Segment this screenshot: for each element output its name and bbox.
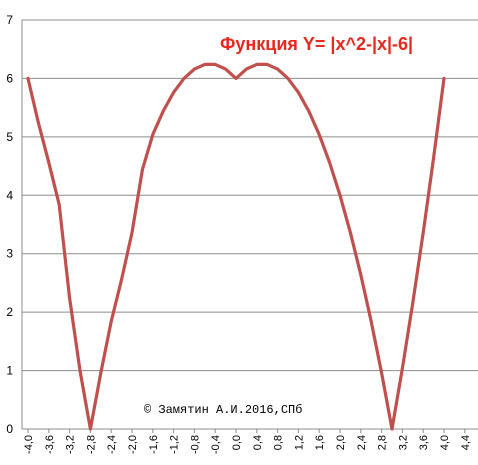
x-tick-label: 2,4 (356, 435, 368, 450)
data-point (109, 320, 113, 323)
x-tick-label: -2,4 (106, 435, 118, 454)
data-point (297, 91, 300, 94)
x-tick-label: 0,4 (252, 435, 264, 450)
data-point (328, 161, 331, 164)
data-point (99, 371, 103, 375)
x-tick-label: 3,2 (397, 435, 409, 450)
y-tick-labels: 0 1 2 3 4 5 6 7 (6, 13, 13, 436)
y-tick-label: 2 (6, 305, 13, 319)
x-tick-label: 3,6 (418, 435, 430, 450)
data-point (130, 231, 134, 235)
data-point (380, 371, 383, 375)
data-point (390, 427, 394, 431)
data-point (89, 427, 92, 431)
y-tick-label: 0 (6, 422, 13, 436)
x-tick-label: 4,0 (439, 435, 451, 450)
y-tick-label: 3 (6, 247, 13, 261)
data-point (182, 77, 186, 80)
x-tick-label: 0,8 (273, 435, 285, 450)
data-point (432, 156, 435, 160)
data-point (151, 133, 155, 136)
y-tick-label: 5 (6, 130, 13, 144)
chart-title: Функция Y= |x^2-|x|-6| (220, 34, 413, 54)
x-tick-labels: -4,0 -3,6 -3,2 -2,8 -2,4 -2,0 -1,6 -1,2 -0,8 -0,4… (23, 435, 472, 454)
x-tick-label: -2,8 (85, 435, 97, 454)
copyright-annotation: © Замятин А.И.2016,СПб (144, 403, 302, 417)
x-tick-label: -4,0 (23, 435, 35, 454)
x-tick-label: -0,8 (189, 435, 201, 454)
data-point (193, 67, 196, 71)
data-point (213, 63, 217, 66)
gridlines (22, 19, 478, 372)
x-tick-label: -0,4 (210, 435, 222, 454)
data-point (141, 168, 144, 171)
data-point (317, 133, 321, 136)
data-point (421, 231, 425, 235)
data-point (203, 63, 207, 66)
data-point (276, 67, 279, 71)
x-tick-label: 2,8 (377, 435, 389, 450)
data-point (349, 231, 352, 235)
data-point (37, 121, 40, 125)
data-point (161, 109, 165, 113)
x-tick-label: -2,0 (127, 435, 139, 454)
series-line (26, 62, 446, 431)
data-point (359, 273, 363, 277)
y-tick-label: 1 (6, 364, 13, 378)
data-point (442, 77, 446, 80)
data-point (57, 203, 61, 207)
y-tick-label: 6 (6, 71, 13, 85)
data-point (245, 67, 248, 71)
series-group (26, 62, 446, 431)
data-point (234, 77, 238, 80)
data-point (255, 63, 259, 66)
y-tick-label: 4 (6, 188, 13, 202)
data-point (286, 77, 290, 80)
data-point (26, 77, 30, 80)
x-tick-label: -1,2 (169, 435, 181, 454)
y-tick-label: 7 (6, 13, 13, 27)
x-tick-label: 1,2 (293, 435, 305, 450)
x-tick-label: -3,6 (44, 435, 56, 454)
data-point (172, 91, 176, 94)
data-point (265, 63, 269, 66)
data-point (338, 193, 342, 197)
data-point (307, 109, 311, 113)
data-point (68, 296, 71, 300)
x-tick-label: 1,6 (314, 435, 326, 450)
x-tick-label: 0,0 (231, 435, 243, 450)
x-tick-label: -1,6 (148, 435, 160, 454)
data-point (224, 67, 228, 71)
data-point (47, 161, 51, 164)
x-tick-label: 2,0 (335, 435, 347, 450)
data-point (411, 301, 415, 305)
data-point (369, 320, 373, 323)
x-tick-label: 4,4 (460, 435, 472, 450)
data-point (78, 369, 82, 372)
data-point (401, 366, 404, 370)
data-point (120, 278, 123, 281)
x-tick-label: -3,2 (65, 435, 77, 454)
axes (21, 20, 478, 433)
